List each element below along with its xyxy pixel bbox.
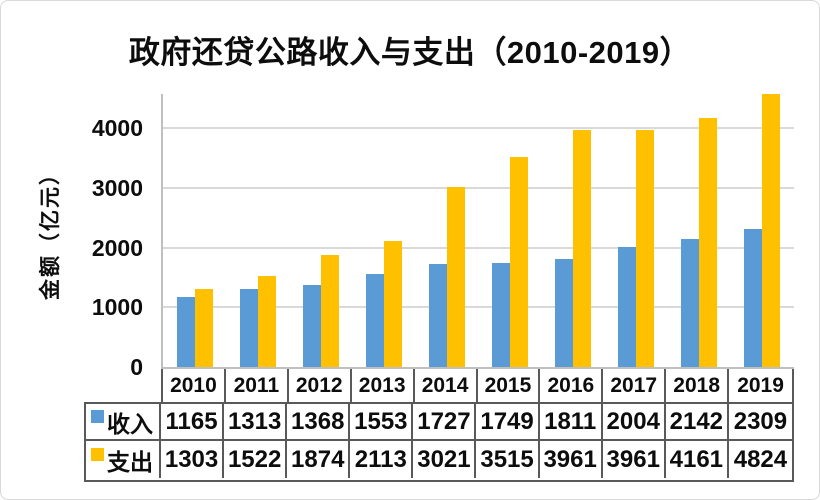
bar-group-2015	[478, 94, 541, 367]
value-expense-2019: 4824	[733, 445, 788, 473]
x-category-2017: 2017	[603, 369, 667, 402]
value-income-2015: 1749	[476, 404, 540, 441]
y-tick-label-0: 0	[130, 354, 143, 380]
bar-expense-2012	[320, 255, 339, 367]
value-income-2019: 2309	[728, 404, 792, 441]
value-expense-2018: 4161	[666, 441, 729, 478]
value-expense-2013: 2113	[350, 441, 414, 478]
bar-group-2016	[542, 94, 605, 367]
value-income-2012: 1368	[287, 404, 351, 441]
x-category-2010: 2010	[163, 369, 226, 402]
gridline-3000	[163, 186, 794, 189]
bar-income-2014	[428, 263, 447, 367]
data-table: 收入 1165 1313 1368 1553 1727 1749 1811 2004 2142 23…	[84, 402, 794, 482]
bar-expense-2019	[762, 94, 781, 367]
bar-group-2014	[415, 94, 478, 367]
legend-swatch-income	[91, 410, 104, 423]
bar-expense-2013	[383, 240, 402, 367]
bar-expense-2018	[699, 118, 718, 367]
y-tick-label-2000: 2000	[91, 234, 143, 261]
bar-income-2010	[176, 297, 195, 367]
value-income-2010: 1165	[161, 404, 225, 441]
x-axis-category-row: 2010 2011 2012 2013 2014 2015 2016 2017 2018 2019	[161, 369, 794, 402]
bar-group-2010	[163, 94, 226, 367]
gridline-2000	[163, 246, 794, 249]
value-expense-2014: 3021	[413, 441, 477, 478]
bar-expense-2014	[446, 186, 465, 367]
value-expense-2016: 3961	[540, 441, 603, 478]
value-income-2014: 1727	[413, 404, 477, 441]
value-income-2017: 2004	[602, 404, 666, 441]
bar-income-2016	[555, 258, 574, 367]
x-category-2018: 2018	[666, 369, 730, 402]
bar-expense-2010	[194, 289, 213, 367]
bar-group-2013	[352, 94, 415, 367]
x-category-2011: 2011	[226, 369, 289, 402]
bar-income-2019	[744, 229, 763, 367]
x-category-2016: 2016	[540, 369, 604, 402]
value-expense-2012: 1874	[287, 441, 351, 478]
value-income-2013: 1553	[350, 404, 414, 441]
bar-income-2013	[365, 274, 384, 367]
bar-income-2017	[618, 247, 637, 367]
bar-expense-2015	[510, 157, 529, 367]
bar-income-2018	[681, 239, 700, 367]
y-tick-label-4000: 4000	[91, 115, 143, 142]
bar-expense-2011	[257, 276, 276, 367]
bar-expense-2017	[636, 130, 655, 367]
bar-income-2012	[302, 285, 321, 367]
x-category-2014: 2014	[415, 369, 478, 402]
value-income-2011: 1313	[224, 404, 288, 441]
bar-income-2015	[492, 262, 511, 367]
bar-group-2019	[731, 94, 794, 367]
legend-label-expense: 支出	[107, 448, 153, 475]
value-income-2016: 1811	[539, 404, 603, 441]
value-expense-2015: 3515	[476, 441, 540, 478]
bar-group-2011	[226, 94, 289, 367]
bar-group-2017	[605, 94, 668, 367]
value-expense-2010: 1303	[161, 441, 225, 478]
gridline-1000	[163, 306, 794, 309]
bar-expense-2016	[573, 130, 592, 367]
plot-area	[161, 94, 794, 367]
value-income-2018: 2142	[665, 404, 729, 441]
value-expense-2017: 3961	[603, 441, 666, 478]
y-tick-label-3000: 3000	[91, 174, 143, 201]
bars-layer	[163, 94, 794, 367]
y-tick-label-1000: 1000	[91, 294, 143, 321]
legend-income: 收入	[86, 404, 161, 441]
x-category-2012: 2012	[289, 369, 352, 402]
x-category-2013: 2013	[352, 369, 415, 402]
value-expense-2011: 1522	[224, 441, 288, 478]
x-category-2019: 2019	[737, 373, 784, 397]
bar-income-2011	[239, 288, 258, 367]
chart-title: 政府还贷公路收入与支出（2010-2019）	[128, 35, 692, 70]
bar-group-2018	[668, 94, 731, 367]
gridline-4000	[163, 127, 794, 130]
legend-expense: 支出	[86, 441, 161, 478]
legend-swatch-expense	[91, 448, 104, 461]
bar-group-2012	[289, 94, 352, 367]
x-axis-line	[161, 367, 794, 369]
legend-label-income: 收入	[107, 410, 153, 437]
x-category-2015: 2015	[478, 369, 541, 402]
